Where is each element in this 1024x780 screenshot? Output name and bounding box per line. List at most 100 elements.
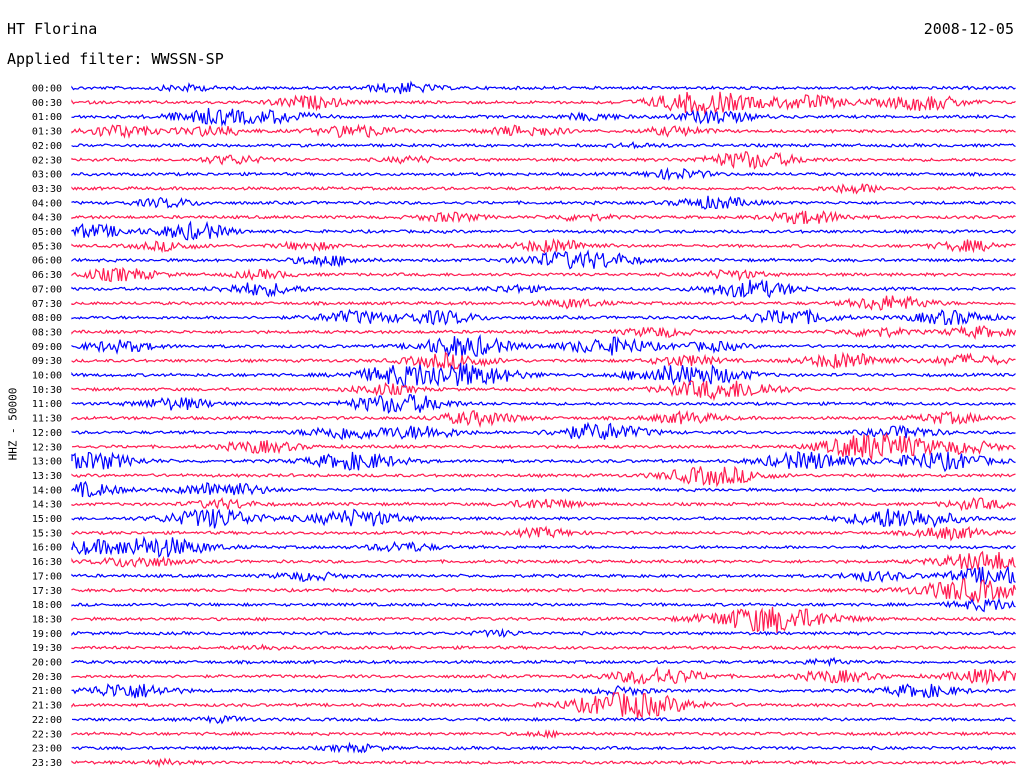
trace-1530 xyxy=(71,525,1016,542)
trace-1730 xyxy=(71,577,1017,604)
row-label-1830: 18:30 xyxy=(32,614,62,625)
row-label-2000: 20:00 xyxy=(32,658,62,669)
trace-1700 xyxy=(71,566,1016,585)
row-label-0930: 09:30 xyxy=(32,356,62,367)
row-label-0430: 04:30 xyxy=(32,213,62,224)
row-label-0700: 07:00 xyxy=(32,284,62,295)
row-label-0630: 06:30 xyxy=(32,270,62,281)
row-label-1900: 19:00 xyxy=(32,629,62,640)
trace-1030 xyxy=(71,380,1016,402)
trace-0000 xyxy=(71,80,1016,95)
trace-2000 xyxy=(71,656,1016,668)
trace-0600 xyxy=(71,249,1016,270)
trace-1230 xyxy=(71,432,1016,462)
trace-0430 xyxy=(71,210,1016,225)
row-label-1030: 10:30 xyxy=(32,385,62,396)
trace-1500 xyxy=(71,508,1016,529)
row-label-0130: 01:30 xyxy=(32,127,62,138)
row-label-2200: 22:00 xyxy=(32,715,62,726)
trace-0530 xyxy=(71,237,1016,254)
row-label-1100: 11:00 xyxy=(32,399,62,410)
row-label-1930: 19:30 xyxy=(32,643,62,654)
row-label-0200: 02:00 xyxy=(32,141,62,152)
trace-2030 xyxy=(71,666,1017,686)
row-label-1400: 14:00 xyxy=(32,485,62,496)
trace-0130 xyxy=(71,123,1016,139)
row-label-1630: 16:30 xyxy=(32,557,62,568)
trace-1200 xyxy=(71,421,1016,441)
trace-0630 xyxy=(71,266,1016,283)
trace-2300 xyxy=(71,741,1016,754)
row-label-1800: 18:00 xyxy=(32,600,62,611)
row-label-1700: 17:00 xyxy=(32,571,62,582)
trace-0730 xyxy=(71,295,1016,311)
date-label: 2008-12-05 xyxy=(923,20,1014,38)
filter-label: Applied filter: WWSSN-SP xyxy=(7,50,224,68)
trace-0930 xyxy=(71,351,1016,370)
row-tick-labels: 00:00 00:30 01:00 01:30 02:00 02:30 03:00 03:30… xyxy=(32,84,62,769)
trace-2330 xyxy=(71,757,1016,768)
row-label-1500: 15:00 xyxy=(32,514,62,525)
trace-1600 xyxy=(71,535,1016,559)
trace-1430 xyxy=(71,496,1016,512)
trace-0230 xyxy=(71,151,1016,170)
row-label-0230: 02:30 xyxy=(32,155,62,166)
row-label-1600: 16:00 xyxy=(32,543,62,554)
trace-1000 xyxy=(71,362,1016,389)
row-label-1730: 17:30 xyxy=(32,586,62,597)
trace-0330 xyxy=(71,183,1016,195)
trace-0300 xyxy=(71,166,1016,181)
trace-0900 xyxy=(71,333,1016,358)
row-label-0600: 06:00 xyxy=(32,256,62,267)
row-label-2330: 23:30 xyxy=(32,758,62,769)
trace-2230 xyxy=(71,729,1016,740)
row-label-0500: 05:00 xyxy=(32,227,62,238)
trace-1300 xyxy=(71,450,1016,473)
row-label-0530: 05:30 xyxy=(32,241,62,252)
row-label-0830: 08:30 xyxy=(32,327,62,338)
trace-1130 xyxy=(71,409,1016,429)
row-label-0800: 08:00 xyxy=(32,313,62,324)
trace-2100 xyxy=(71,683,1016,699)
row-label-0730: 07:30 xyxy=(32,299,62,310)
trace-0800 xyxy=(71,308,1016,326)
trace-0400 xyxy=(71,195,1016,210)
trace-2200 xyxy=(71,714,1016,725)
row-label-2030: 20:30 xyxy=(32,672,62,683)
row-label-1230: 12:30 xyxy=(32,442,62,453)
trace-2130 xyxy=(71,691,1017,719)
trace-0830 xyxy=(71,324,1017,340)
station-title: HT Florina xyxy=(7,20,98,38)
trace-0500 xyxy=(71,220,1016,241)
row-label-1200: 12:00 xyxy=(32,428,62,439)
trace-1930 xyxy=(71,643,1016,651)
trace-1330 xyxy=(71,465,1016,488)
trace-1400 xyxy=(71,480,1017,498)
row-label-1000: 10:00 xyxy=(32,371,62,382)
row-label-1430: 14:30 xyxy=(32,500,62,511)
row-label-2100: 21:00 xyxy=(32,686,62,697)
row-label-1130: 11:30 xyxy=(32,414,62,425)
row-label-2300: 23:00 xyxy=(32,744,62,755)
row-label-2130: 21:30 xyxy=(32,701,62,712)
trace-1800 xyxy=(71,597,1016,613)
row-label-2230: 22:30 xyxy=(32,729,62,740)
seismogram-traces xyxy=(71,80,1017,768)
row-label-0400: 04:00 xyxy=(32,198,62,209)
trace-1100 xyxy=(71,394,1016,415)
row-label-0900: 09:00 xyxy=(32,342,62,353)
trace-0200 xyxy=(71,140,1016,150)
trace-0100 xyxy=(71,107,1016,127)
trace-0700 xyxy=(71,278,1016,299)
row-label-0000: 00:00 xyxy=(32,84,62,95)
row-label-0300: 03:00 xyxy=(32,170,62,181)
row-label-1330: 13:30 xyxy=(32,471,62,482)
row-label-0100: 01:00 xyxy=(32,112,62,123)
row-label-1530: 15:30 xyxy=(32,528,62,539)
trace-1900 xyxy=(71,627,1016,639)
trace-0030 xyxy=(71,91,1016,115)
row-label-1300: 13:00 xyxy=(32,457,62,468)
trace-1630 xyxy=(71,550,1016,571)
row-label-0030: 00:30 xyxy=(32,98,62,109)
